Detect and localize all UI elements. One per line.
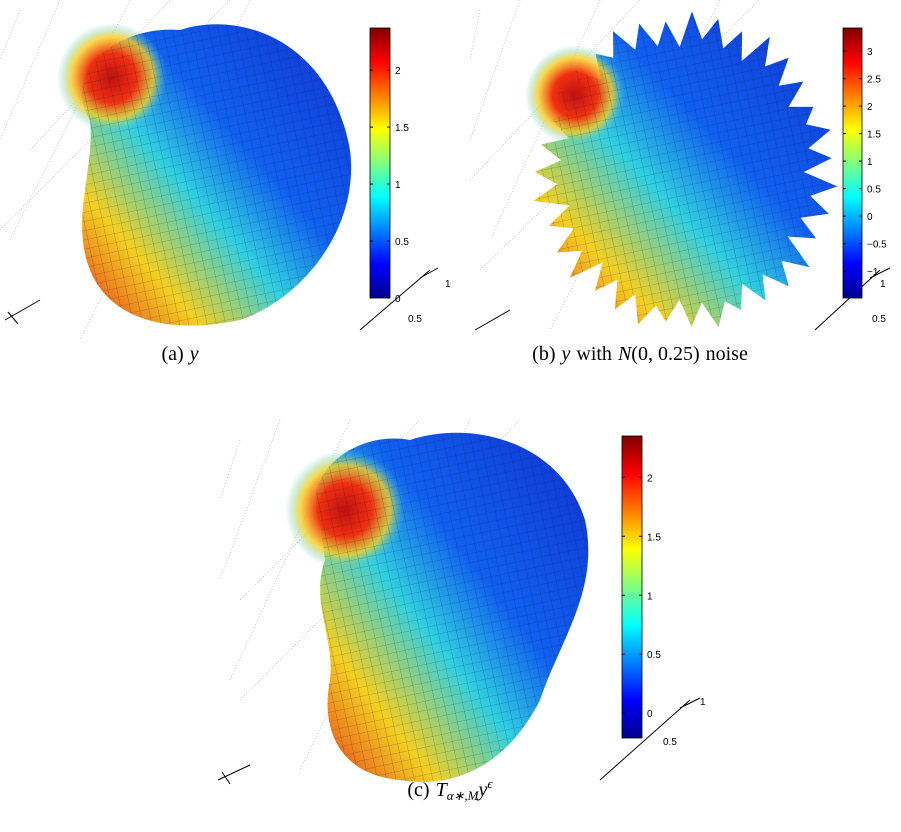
caption: (c) Tα∗,Myϵ bbox=[407, 776, 493, 803]
caption-part: y bbox=[476, 779, 487, 801]
colorbar-tick-label: 2.5 bbox=[867, 75, 881, 86]
caption-part: ϵ bbox=[487, 776, 493, 791]
surface-a bbox=[57, 23, 352, 326]
caption-part: y bbox=[188, 343, 199, 365]
colorbar-tick-label: −0.5 bbox=[867, 240, 887, 251]
axis-tick-label: 0.5 bbox=[408, 314, 422, 325]
colorbar-tick-label: 0.5 bbox=[867, 185, 881, 196]
colorbar bbox=[621, 435, 643, 739]
surface-c bbox=[285, 432, 589, 782]
caption-part: (0, 0.25) bbox=[631, 343, 699, 365]
axis-tick-label: 1 bbox=[445, 279, 451, 290]
colorbar-tick-label: 2 bbox=[395, 66, 401, 77]
colorbar-tick-label: 1 bbox=[395, 180, 401, 191]
caption: (a) y bbox=[161, 343, 198, 365]
axis-tick-label: 1 bbox=[700, 697, 706, 708]
colorbar-tick-label: 0 bbox=[647, 709, 653, 720]
axis-tick-label: 1 bbox=[880, 279, 886, 290]
axis-tick-label: 0.5 bbox=[872, 314, 886, 325]
colorbar bbox=[842, 27, 863, 299]
caption-label: (c) bbox=[407, 779, 429, 801]
colorbar-tick-label: 1 bbox=[867, 157, 873, 168]
axis-tick-label: 0.5 bbox=[663, 737, 677, 748]
colorbar-tick-label: 0.5 bbox=[647, 650, 661, 661]
colorbar-tick-label: 3 bbox=[867, 47, 873, 58]
caption: (b) y with N(0, 0.25) noise bbox=[532, 343, 748, 365]
colorbar-tick-label: −1 bbox=[867, 267, 879, 278]
caption-part: N bbox=[617, 343, 633, 365]
colorbar-tick-label: 1 bbox=[647, 591, 653, 602]
caption-part: T bbox=[436, 779, 449, 801]
colorbar-tick-label: 0 bbox=[867, 212, 873, 223]
surface-b bbox=[525, 11, 838, 327]
caption-part: noise bbox=[706, 343, 748, 365]
colorbar-tick-label: 2 bbox=[647, 473, 653, 484]
colorbar-tick-label: 1.5 bbox=[647, 532, 661, 543]
caption-label: (a) bbox=[161, 343, 183, 365]
surface-mesh bbox=[533, 11, 838, 327]
caption-part: α∗,M bbox=[447, 788, 480, 803]
colorbar-tick-label: 0.5 bbox=[395, 237, 409, 248]
caption-part: y bbox=[559, 343, 570, 365]
colorbar-tick-label: 1.5 bbox=[395, 123, 409, 134]
colorbar-tick-label: 2 bbox=[867, 102, 873, 113]
colorbar-tick-label: 1.5 bbox=[867, 130, 881, 141]
caption-label: (b) bbox=[532, 343, 555, 365]
colorbar bbox=[369, 27, 391, 299]
caption-part: with bbox=[576, 343, 612, 365]
colorbar-tick-label: 0 bbox=[395, 294, 401, 305]
